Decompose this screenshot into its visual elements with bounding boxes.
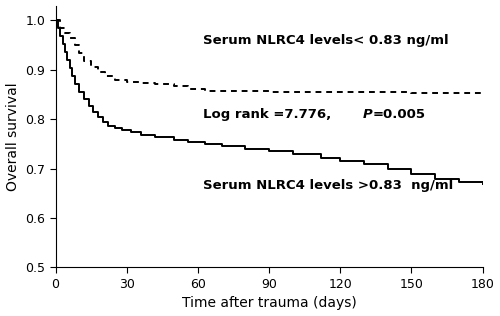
- Text: =0.005: =0.005: [372, 108, 425, 121]
- Text: Serum NLRC4 levels >0.83  ng/ml: Serum NLRC4 levels >0.83 ng/ml: [202, 179, 453, 192]
- Text: Serum NLRC4 levels< 0.83 ng/ml: Serum NLRC4 levels< 0.83 ng/ml: [202, 33, 448, 47]
- Text: Log rank =7.776,: Log rank =7.776,: [202, 108, 340, 121]
- Y-axis label: Overall survival: Overall survival: [6, 82, 20, 191]
- Text: P: P: [362, 108, 372, 121]
- X-axis label: Time after trauma (days): Time after trauma (days): [182, 296, 356, 310]
